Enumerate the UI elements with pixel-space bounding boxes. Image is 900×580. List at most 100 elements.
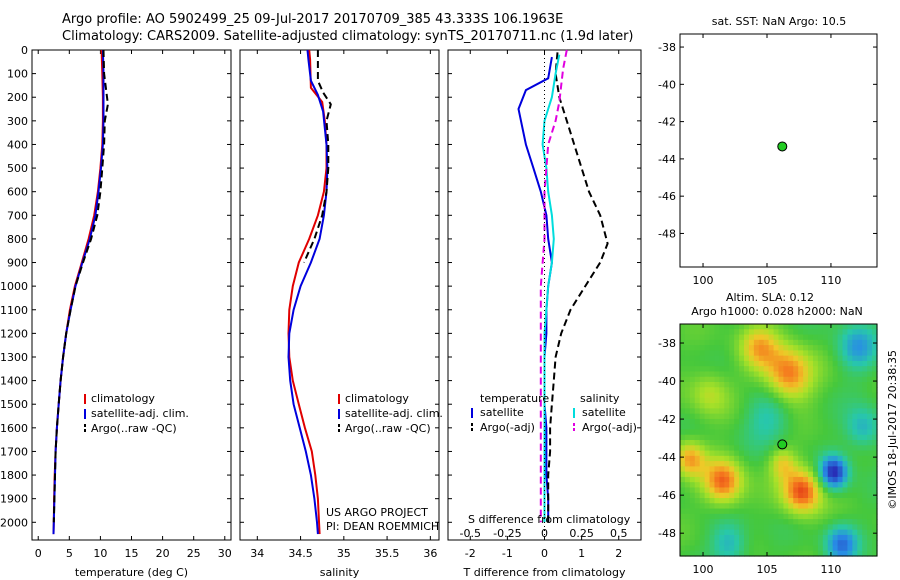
heatmap-cell xyxy=(798,534,804,541)
heatmap-cell xyxy=(798,350,804,357)
heatmap-cell xyxy=(808,445,814,452)
heatmap-cell xyxy=(739,440,745,446)
heatmap-cell xyxy=(744,466,750,473)
y-tick-label: 400 xyxy=(7,138,28,151)
heatmap-cell xyxy=(763,366,770,373)
heatmap-cell xyxy=(699,445,706,452)
heatmap-cell xyxy=(803,360,809,367)
heatmap-cell xyxy=(704,445,711,452)
heatmap-cell xyxy=(793,350,799,357)
heatmap-cell xyxy=(783,366,789,373)
heatmap-cell xyxy=(812,345,819,351)
heatmap-cell xyxy=(808,403,814,409)
heatmap-cell xyxy=(783,418,789,425)
heatmap-cell xyxy=(837,524,844,531)
heatmap-cell xyxy=(812,403,819,409)
heatmap-cell xyxy=(793,403,799,409)
heatmap-cell xyxy=(817,324,824,330)
heatmap-cell xyxy=(684,529,691,536)
heatmap-cell xyxy=(798,471,804,478)
heatmap-cell xyxy=(734,324,740,330)
heatmap-cell xyxy=(758,545,765,552)
heatmap-cell xyxy=(798,345,804,351)
heatmap-cell xyxy=(857,476,863,483)
heatmap-cell xyxy=(832,334,839,341)
x2-tick-label: -0.5 xyxy=(460,527,481,540)
heatmap-cell xyxy=(832,392,839,399)
heatmap-cell xyxy=(699,413,706,420)
heatmap-cell xyxy=(862,513,868,520)
heatmap-cell xyxy=(842,519,849,525)
heatmap-cell xyxy=(763,513,770,520)
heatmap-cell xyxy=(758,334,765,341)
heatmap-cell xyxy=(694,529,701,536)
legend-header: temperature xyxy=(480,392,549,405)
heatmap-cell xyxy=(694,540,701,547)
y-tick-label: 900 xyxy=(7,257,28,270)
heatmap-cell xyxy=(793,324,799,330)
map-background xyxy=(680,34,877,267)
heatmap-cell xyxy=(783,345,789,351)
heatmap-cell xyxy=(734,503,740,510)
heatmap-cell xyxy=(748,345,755,351)
heatmap-cell xyxy=(852,403,858,409)
heatmap-cell xyxy=(709,455,716,462)
heatmap-cell xyxy=(729,550,735,557)
x-tick-label: 105 xyxy=(756,563,777,576)
heatmap-cell xyxy=(709,339,716,346)
heatmap-cell xyxy=(709,392,716,399)
heatmap-cell xyxy=(778,471,785,478)
heatmap-cell xyxy=(798,466,804,473)
heatmap-cell xyxy=(837,519,844,525)
heatmap-cell xyxy=(744,434,750,441)
heatmap-cell xyxy=(699,429,706,436)
heatmap-cell xyxy=(842,503,849,510)
heatmap-cell xyxy=(744,324,750,330)
heatmap-cell xyxy=(739,382,745,388)
heatmap-cell xyxy=(724,466,730,473)
heatmap-cell xyxy=(872,529,878,536)
heatmap-cell xyxy=(852,529,858,536)
heatmap-cell xyxy=(709,498,716,504)
heatmap-cell xyxy=(724,397,730,404)
heatmap-cell xyxy=(680,540,686,547)
heatmap-cell xyxy=(832,418,839,425)
heatmap-cell xyxy=(842,513,849,520)
heatmap-cell xyxy=(744,461,750,467)
heatmap-cell xyxy=(808,550,814,557)
heatmap-cell xyxy=(847,540,853,547)
heatmap-cell xyxy=(867,366,873,373)
legend-label: satellite-adj. clim. xyxy=(91,407,189,420)
panel-frame-salinity xyxy=(239,49,440,541)
heatmap-cell xyxy=(714,487,720,494)
heatmap-cell xyxy=(783,350,789,357)
heatmap-cell xyxy=(837,382,844,388)
heatmap-cell xyxy=(812,413,819,420)
heatmap-cell xyxy=(872,429,878,436)
heatmap-cell xyxy=(748,329,755,336)
heatmap-cell xyxy=(763,429,770,436)
heatmap-cell xyxy=(857,466,863,473)
heatmap-cell xyxy=(852,508,858,515)
heatmap-cell xyxy=(798,445,804,452)
heatmap-cell xyxy=(857,355,863,362)
heatmap-cell xyxy=(798,339,804,346)
heatmap-cell xyxy=(704,339,711,346)
heatmap-cell xyxy=(739,366,745,373)
heatmap-cell xyxy=(847,529,853,536)
heatmap-cell xyxy=(748,434,755,441)
map-title: Argo h1000: 0.028 h2000: NaN xyxy=(691,305,863,318)
heatmap-cell xyxy=(734,360,740,367)
heatmap-cell xyxy=(867,345,873,351)
heatmap-cell xyxy=(694,376,701,383)
heatmap-cell xyxy=(822,334,829,341)
heatmap-cell xyxy=(827,403,834,409)
heatmap-cell xyxy=(852,360,858,367)
heatmap-cell xyxy=(744,392,750,399)
heatmap-cell xyxy=(788,476,794,483)
heatmap-cell xyxy=(734,440,740,446)
heatmap-cell xyxy=(704,329,711,336)
heatmap-cell xyxy=(709,513,716,520)
heatmap-cell xyxy=(817,329,824,336)
heatmap-cell xyxy=(803,371,809,378)
